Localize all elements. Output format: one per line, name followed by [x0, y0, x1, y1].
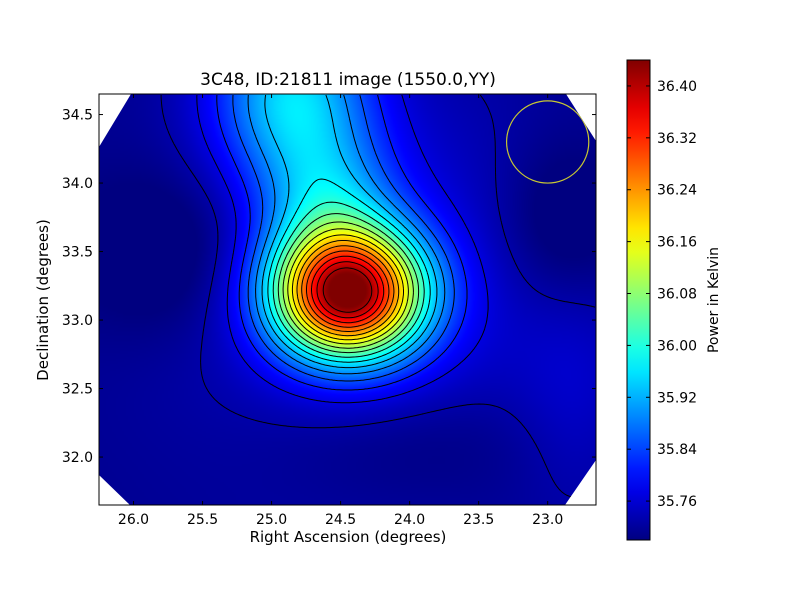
y-tick-label: 33.5	[62, 245, 93, 261]
x-axis-ticks: 26.0 25.5 25.0 24.5 24.0 23.5 23.0	[118, 94, 563, 528]
colorbar-tick-label: 36.24	[657, 183, 697, 199]
y-tick-label: 32.5	[62, 382, 93, 398]
contour-line	[296, 240, 400, 337]
colorbar-tick-label: 36.08	[657, 287, 697, 303]
beam-circle	[505, 100, 590, 184]
x-tick-label: 24.5	[325, 512, 356, 528]
contour-line	[232, 94, 455, 382]
contour-line	[316, 261, 379, 319]
contour-line	[306, 250, 390, 328]
colorbar-tick-label: 35.84	[657, 442, 697, 458]
contour-line	[267, 178, 431, 363]
colorbar-gradient	[626, 59, 651, 541]
colorbar-tick-label: 36.40	[657, 79, 697, 95]
contour-line	[282, 221, 414, 349]
colorbar-tick-label: 36.16	[657, 235, 697, 251]
plot-area: 26.0 25.5 25.0 24.5 24.0 23.5 23.0 32.0 32.5 33.…	[62, 93, 597, 528]
colorbar-tick-label: 35.92	[657, 390, 697, 406]
x-tick-label: 26.0	[118, 512, 149, 528]
x-tick-label: 23.0	[532, 512, 563, 528]
y-tick-label: 34.0	[62, 176, 93, 192]
contour-line	[311, 255, 385, 324]
contour-lines	[160, 94, 596, 498]
colorbar-ticks: 35.76 35.84 35.92 36.00 36.08 36.16 36.24 36.32…	[627, 79, 697, 510]
contour-line	[322, 267, 373, 313]
colorbar-label: Power in Kelvin	[706, 247, 722, 353]
contour-line	[272, 201, 425, 358]
x-tick-label: 24.0	[394, 512, 425, 528]
contour-line	[160, 94, 596, 498]
colorbar-tick-label: 35.76	[657, 494, 697, 510]
y-tick-label: 34.5	[62, 108, 93, 124]
contour-line	[247, 94, 446, 375]
x-tick-label: 25.5	[187, 512, 218, 528]
y-tick-label: 32.0	[62, 450, 93, 466]
x-tick-label: 25.0	[256, 512, 287, 528]
contour-line	[287, 228, 409, 345]
contour-line	[301, 245, 395, 332]
chart-title: 3C48, ID:21811 image (1550.0,YY)	[200, 70, 496, 90]
contour-line	[291, 234, 404, 341]
contour-line	[196, 94, 489, 404]
colorbar-tick-label: 36.32	[657, 131, 697, 147]
contour-line	[216, 94, 468, 391]
contour-line	[261, 94, 438, 369]
heatmap-image	[99, 94, 596, 505]
y-tick-label: 33.0	[62, 313, 93, 329]
x-axis-label: Right Ascension (degrees)	[250, 528, 447, 546]
y-axis-ticks: 32.0 32.5 33.0 33.5 34.0 34.5	[62, 108, 596, 466]
colorbar-tick-label: 36.00	[657, 338, 697, 354]
colorbar: 35.76 35.84 35.92 36.00 36.08 36.16 36.24 36.32…	[626, 59, 722, 541]
y-axis-label: Declination (degrees)	[34, 219, 52, 381]
x-tick-label: 23.5	[463, 512, 494, 528]
plot-frame	[98, 93, 597, 506]
contour-line	[277, 213, 420, 354]
